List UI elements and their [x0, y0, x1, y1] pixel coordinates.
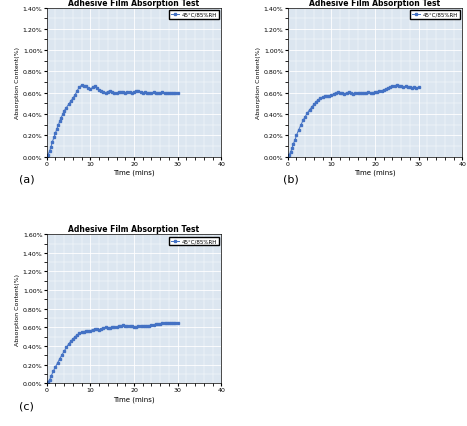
45°C/85%RH	[44, 381, 50, 386]
45°C/85%RH	[175, 91, 180, 96]
45°C/85%RH	[79, 83, 85, 89]
45°C/85%RH	[68, 339, 73, 344]
45°C/85%RH	[285, 155, 290, 160]
Legend: 45°C/85%RH: 45°C/85%RH	[170, 12, 219, 20]
45°C/85%RH	[53, 365, 58, 370]
Legend: 45°C/85%RH: 45°C/85%RH	[410, 12, 460, 20]
X-axis label: Time (mins): Time (mins)	[354, 169, 396, 176]
45°C/85%RH	[68, 100, 73, 105]
45°C/85%RH	[175, 320, 180, 325]
Y-axis label: Absorption Content(%): Absorption Content(%)	[256, 47, 261, 119]
45°C/85%RH	[416, 86, 422, 91]
45°C/85%RH	[109, 90, 115, 95]
45°C/85%RH	[96, 88, 102, 93]
45°C/85%RH	[394, 83, 400, 89]
Line: 45°C/85%RH: 45°C/85%RH	[287, 85, 420, 158]
X-axis label: Time (mins): Time (mins)	[113, 169, 155, 176]
Legend: 45°C/85%RH: 45°C/85%RH	[170, 237, 219, 246]
Line: 45°C/85%RH: 45°C/85%RH	[46, 322, 179, 384]
45°C/85%RH	[122, 323, 128, 328]
Title: Adhesive Film Absorption Test: Adhesive Film Absorption Test	[310, 0, 440, 8]
45°C/85%RH	[414, 86, 419, 91]
45°C/85%RH	[322, 95, 328, 100]
45°C/85%RH	[344, 91, 349, 96]
Title: Adhesive Film Absorption Test: Adhesive Film Absorption Test	[69, 225, 199, 234]
Y-axis label: Absorption Content(%): Absorption Content(%)	[15, 47, 20, 119]
45°C/85%RH	[166, 320, 172, 325]
45°C/85%RH	[77, 85, 82, 90]
Line: 45°C/85%RH: 45°C/85%RH	[46, 85, 179, 158]
45°C/85%RH	[157, 91, 163, 96]
Y-axis label: Absorption Content(%): Absorption Content(%)	[15, 273, 20, 345]
45°C/85%RH	[44, 155, 50, 160]
45°C/85%RH	[318, 96, 323, 101]
Text: (b): (b)	[283, 174, 299, 184]
45°C/85%RH	[170, 91, 176, 96]
Text: (a): (a)	[19, 174, 34, 184]
45°C/85%RH	[375, 90, 380, 95]
Text: (c): (c)	[19, 400, 34, 410]
45°C/85%RH	[348, 92, 354, 97]
45°C/85%RH	[157, 321, 163, 326]
Title: Adhesive Film Absorption Test: Adhesive Film Absorption Test	[69, 0, 199, 8]
45°C/85%RH	[107, 326, 113, 331]
45°C/85%RH	[77, 331, 82, 336]
X-axis label: Time (mins): Time (mins)	[113, 395, 155, 402]
